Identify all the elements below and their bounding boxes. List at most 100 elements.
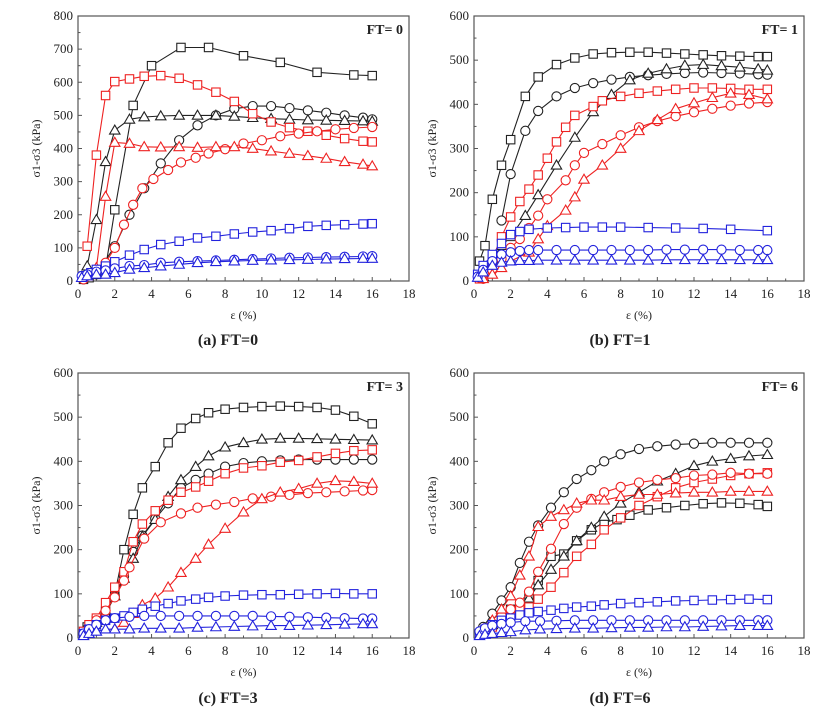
- data-point-triangle: [191, 256, 204, 268]
- data-point-circle: [569, 160, 580, 171]
- data-point-triangle: [292, 432, 305, 443]
- data-point-circle: [599, 456, 610, 467]
- data-point-square: [689, 595, 699, 606]
- data-point-triangle: [209, 255, 223, 267]
- data-point-square: [119, 544, 129, 555]
- data-point-square: [588, 101, 598, 112]
- data-point-triangle: [687, 96, 701, 108]
- data-point-circle: [716, 244, 727, 255]
- data-point-square: [533, 170, 543, 180]
- data-point-triangle: [366, 433, 379, 445]
- data-point-circle: [192, 120, 203, 131]
- data-point-circle: [743, 468, 755, 479]
- x-tick-label: 4: [544, 286, 551, 301]
- data-point-triangle: [642, 67, 655, 78]
- data-point-square: [190, 482, 201, 492]
- y-tick-label: 400: [54, 453, 74, 468]
- data-point-triangle: [320, 152, 333, 163]
- data-point-triangle: [742, 449, 756, 461]
- data-point-triangle: [123, 113, 136, 124]
- data-point-triangle: [154, 109, 167, 121]
- data-point-triangle: [724, 485, 737, 496]
- series-line: [83, 449, 373, 632]
- data-point-triangle: [568, 190, 581, 202]
- data-point-triangle: [568, 253, 581, 265]
- data-point-square: [203, 42, 214, 53]
- data-point-square: [542, 223, 553, 233]
- data-point-circle: [514, 597, 525, 608]
- data-point-triangle: [264, 253, 278, 265]
- data-point-circle: [569, 82, 580, 94]
- data-point-triangle: [99, 268, 112, 279]
- data-point-circle: [558, 487, 569, 498]
- data-point-triangle: [292, 482, 305, 494]
- data-point-triangle: [724, 452, 737, 464]
- data-point-circle: [229, 610, 240, 622]
- data-point-square: [542, 153, 553, 163]
- data-point-circle: [139, 610, 150, 622]
- data-point-triangle: [486, 259, 499, 270]
- data-point-circle: [302, 487, 314, 499]
- data-point-circle: [367, 121, 378, 133]
- data-point-square: [339, 219, 350, 230]
- data-point-circle: [753, 244, 764, 256]
- data-point-circle: [219, 144, 231, 155]
- data-point-circle: [707, 469, 718, 480]
- data-point-triangle: [329, 432, 342, 444]
- data-point-triangle: [283, 619, 296, 630]
- data-point-square: [524, 608, 534, 618]
- data-point-triangle: [752, 253, 765, 265]
- data-point-circle: [137, 183, 148, 194]
- data-point-triangle: [108, 622, 121, 634]
- data-point-triangle: [522, 254, 536, 266]
- data-point-square: [124, 74, 135, 84]
- x-tick-label: 14: [329, 643, 343, 658]
- data-point-square: [652, 597, 663, 607]
- data-point-square: [661, 502, 672, 513]
- data-point-square: [238, 402, 249, 413]
- data-point-circle: [109, 592, 120, 603]
- data-point-triangle: [172, 109, 186, 120]
- data-point-square: [505, 134, 516, 145]
- data-point-square: [762, 501, 773, 512]
- data-point-triangle: [522, 549, 536, 561]
- series-blue-triangle: [471, 253, 774, 282]
- data-point-triangle: [598, 510, 611, 521]
- x-tick-label: 0: [75, 286, 82, 301]
- series-black-square: [78, 42, 377, 285]
- data-point-triangle: [752, 62, 765, 74]
- x-tick-label: 8: [222, 286, 229, 301]
- data-point-triangle: [504, 589, 517, 601]
- y-tick-label: 0: [463, 273, 470, 288]
- data-point-square: [312, 452, 322, 462]
- data-point-square: [652, 86, 663, 96]
- data-point-circle: [175, 157, 187, 168]
- data-point-square: [762, 594, 773, 605]
- data-point-square: [588, 49, 598, 59]
- data-point-triangle: [255, 492, 269, 504]
- data-point-triangle: [228, 110, 241, 121]
- data-point-square: [192, 233, 203, 243]
- data-point-square: [496, 238, 507, 249]
- data-point-triangle: [752, 619, 765, 630]
- series-red-triangle: [108, 474, 379, 634]
- data-point-square: [571, 602, 582, 612]
- data-point-triangle: [366, 477, 379, 488]
- data-point-circle: [124, 611, 135, 622]
- data-point-square: [150, 506, 160, 516]
- data-point-triangle: [366, 252, 379, 263]
- data-point-circle: [633, 477, 645, 488]
- data-point-square: [515, 196, 525, 207]
- data-point-circle: [762, 244, 773, 256]
- data-point-triangle: [99, 190, 112, 201]
- data-point-square: [698, 50, 708, 60]
- x-tick-label: 10: [255, 286, 268, 301]
- data-point-triangle: [301, 113, 315, 125]
- data-point-triangle: [697, 58, 710, 69]
- data-point-square: [661, 48, 672, 58]
- data-point-circle: [688, 470, 700, 481]
- y-tick-label: 100: [54, 586, 74, 601]
- data-point-triangle: [596, 158, 609, 170]
- data-point-triangle: [522, 591, 536, 603]
- series-blue-circle: [76, 251, 378, 282]
